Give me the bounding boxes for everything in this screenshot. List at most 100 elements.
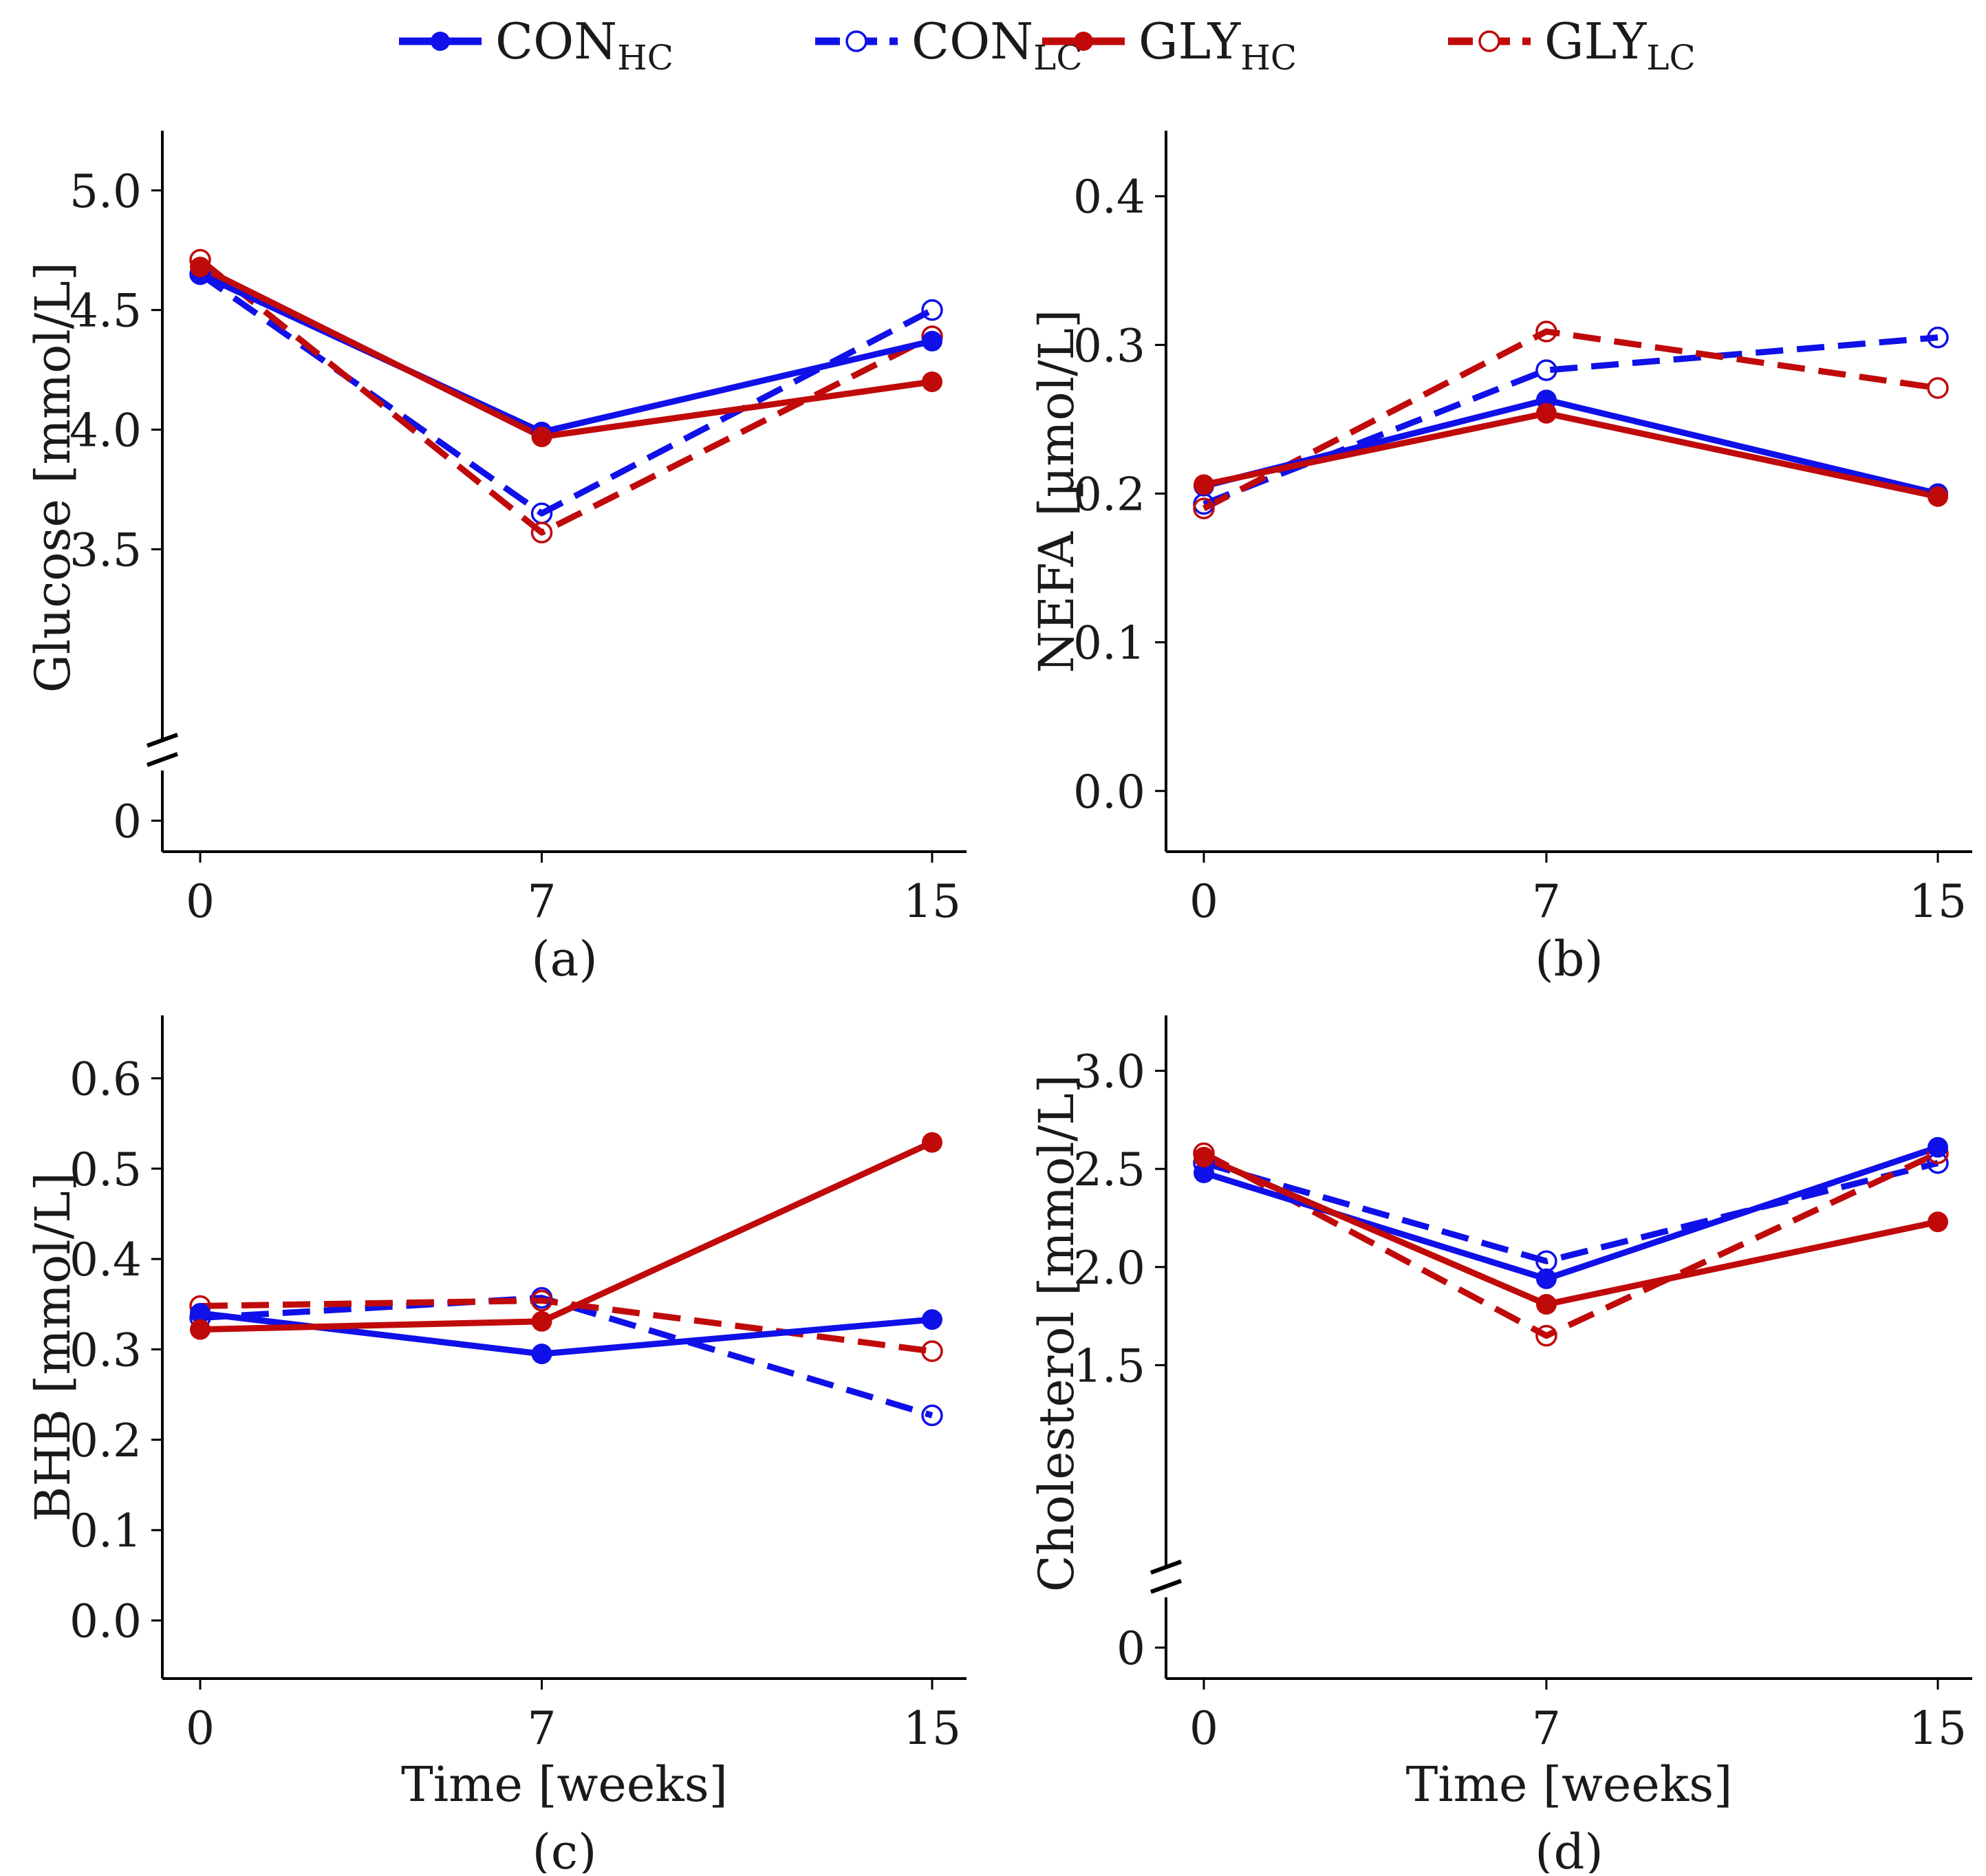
x-tick-label: 15	[1909, 1702, 1967, 1755]
data-point	[190, 1302, 211, 1324]
legend-label: CONHC	[495, 12, 673, 78]
y-tick-label: 0.1	[69, 1505, 142, 1557]
legend-marker-key	[845, 30, 867, 52]
legend-label: GLYHC	[1138, 12, 1297, 78]
y-tick-label: 0	[113, 795, 142, 848]
y-tick-label: 0.5	[69, 1143, 142, 1196]
legend-marker-key	[431, 32, 450, 51]
x-tick-label: 0	[1189, 1702, 1218, 1755]
y-tick-label: 0.0	[1073, 766, 1145, 819]
y-tick-label: 2.0	[1073, 1242, 1145, 1295]
data-point	[1928, 1136, 1948, 1158]
panel-label: (c)	[532, 1824, 597, 1873]
panel: 0 3.5 4.0 4.5 5.0 0 7 15 Glucose [mmol/L] (a)	[25, 131, 967, 987]
y-tick-label: 0.4	[69, 1233, 142, 1286]
data-point	[921, 1404, 943, 1427]
data-point	[190, 1319, 211, 1340]
y-tick-label: 1.5	[1073, 1339, 1145, 1392]
panel-label: (b)	[1535, 931, 1603, 987]
y-tick-label: 2.5	[1073, 1143, 1145, 1196]
y-tick-label: 0.4	[1073, 171, 1145, 224]
panel: 0.0 0.1 0.2 0.3 0.4 0 7 15 NEFA [µmol/L] (b)	[1028, 131, 1972, 987]
y-axis-label: NEFA [µmol/L]	[1028, 310, 1085, 673]
y-tick-label: 0.6	[69, 1053, 142, 1106]
data-point	[922, 1132, 942, 1153]
x-tick-label: 0	[1189, 875, 1218, 928]
x-tick-label: 7	[528, 1702, 557, 1755]
data-point	[921, 1340, 943, 1362]
series-line	[199, 1295, 933, 1419]
y-tick-label: 0.2	[69, 1414, 142, 1467]
series-line	[1203, 410, 1939, 500]
x-tick-label: 7	[528, 875, 557, 928]
x-tick-label: 15	[903, 875, 961, 928]
y-tick-label: 0	[1116, 1622, 1145, 1675]
y-tick-label: 3.0	[1073, 1046, 1145, 1099]
panel-label: (d)	[1535, 1824, 1603, 1873]
y-axis-label: Glucose [mmol/L]	[25, 262, 81, 693]
data-point	[531, 426, 552, 447]
y-tick-label: 0.1	[1073, 617, 1145, 670]
data-point	[921, 299, 943, 321]
x-tick-label: 15	[1909, 875, 1967, 928]
panel: 0 1.5 2.0 2.5 3.0 0 7 15 Cholesterol [mmol/L] Tim…	[1028, 1015, 1972, 1876]
axis-break-mark	[1149, 1560, 1183, 1575]
data-point	[922, 330, 942, 352]
x-tick-label: 15	[903, 1702, 961, 1755]
data-point	[530, 1289, 553, 1312]
legend-label: GLYLC	[1544, 12, 1696, 78]
data-point	[1535, 359, 1557, 381]
data-point	[531, 1311, 552, 1332]
data-point	[1194, 1162, 1214, 1183]
series-line	[1202, 396, 1939, 497]
y-tick-label: 5.0	[69, 165, 142, 218]
y-axis-label: Cholesterol [mmol/L]	[1028, 1075, 1085, 1592]
x-axis-label: Time [weeks]	[401, 1756, 728, 1813]
x-tick-label: 0	[186, 875, 215, 928]
legend-item: GLYLC	[1448, 12, 1696, 78]
y-tick-label: 4.5	[69, 285, 142, 338]
data-point	[1928, 1211, 1948, 1233]
legend-item: CONHC	[399, 12, 673, 78]
legend-marker-key	[1074, 32, 1093, 51]
data-point	[1194, 1147, 1214, 1168]
data-point	[922, 371, 942, 392]
data-point	[1535, 402, 1557, 424]
series-line	[199, 1297, 933, 1355]
series-line	[199, 1310, 933, 1357]
panel: 0.0 0.1 0.2 0.3 0.4 0.5 0.6 0 7 15 BHB [mmol/L] Tim…	[25, 1015, 967, 1876]
data-point	[1535, 321, 1557, 343]
data-point	[531, 1344, 552, 1365]
x-tick-label: 0	[186, 1702, 215, 1755]
data-point	[922, 1309, 942, 1330]
axis-break-mark	[146, 752, 179, 767]
data-point	[1927, 326, 1949, 349]
series-line	[1202, 1150, 1939, 1339]
series-line	[1202, 1160, 1939, 1264]
axis-break-mark	[1149, 1579, 1183, 1594]
legend-item: GLYHC	[1042, 12, 1297, 78]
series-line	[1202, 334, 1939, 507]
y-tick-label: 0.3	[1073, 319, 1145, 372]
data-point	[1194, 474, 1214, 495]
data-point	[1535, 1324, 1557, 1347]
data-point	[1193, 497, 1215, 519]
legend-marker-key	[1478, 30, 1500, 52]
series-line	[1202, 328, 1939, 512]
y-tick-label: 0.2	[1073, 468, 1145, 521]
y-axis-label: BHB [mmol/L]	[25, 1172, 81, 1522]
y-tick-label: 4.0	[69, 405, 142, 457]
x-tick-label: 7	[1532, 1702, 1561, 1755]
data-point	[1535, 1293, 1557, 1315]
series-line	[1202, 1154, 1939, 1308]
axis-break-mark	[146, 733, 179, 748]
data-point	[530, 521, 553, 543]
y-tick-label: 3.5	[69, 524, 142, 576]
y-tick-label: 0.3	[69, 1324, 142, 1377]
data-point	[1928, 486, 1948, 507]
x-tick-label: 7	[1532, 875, 1561, 928]
panel-label: (a)	[531, 931, 597, 987]
